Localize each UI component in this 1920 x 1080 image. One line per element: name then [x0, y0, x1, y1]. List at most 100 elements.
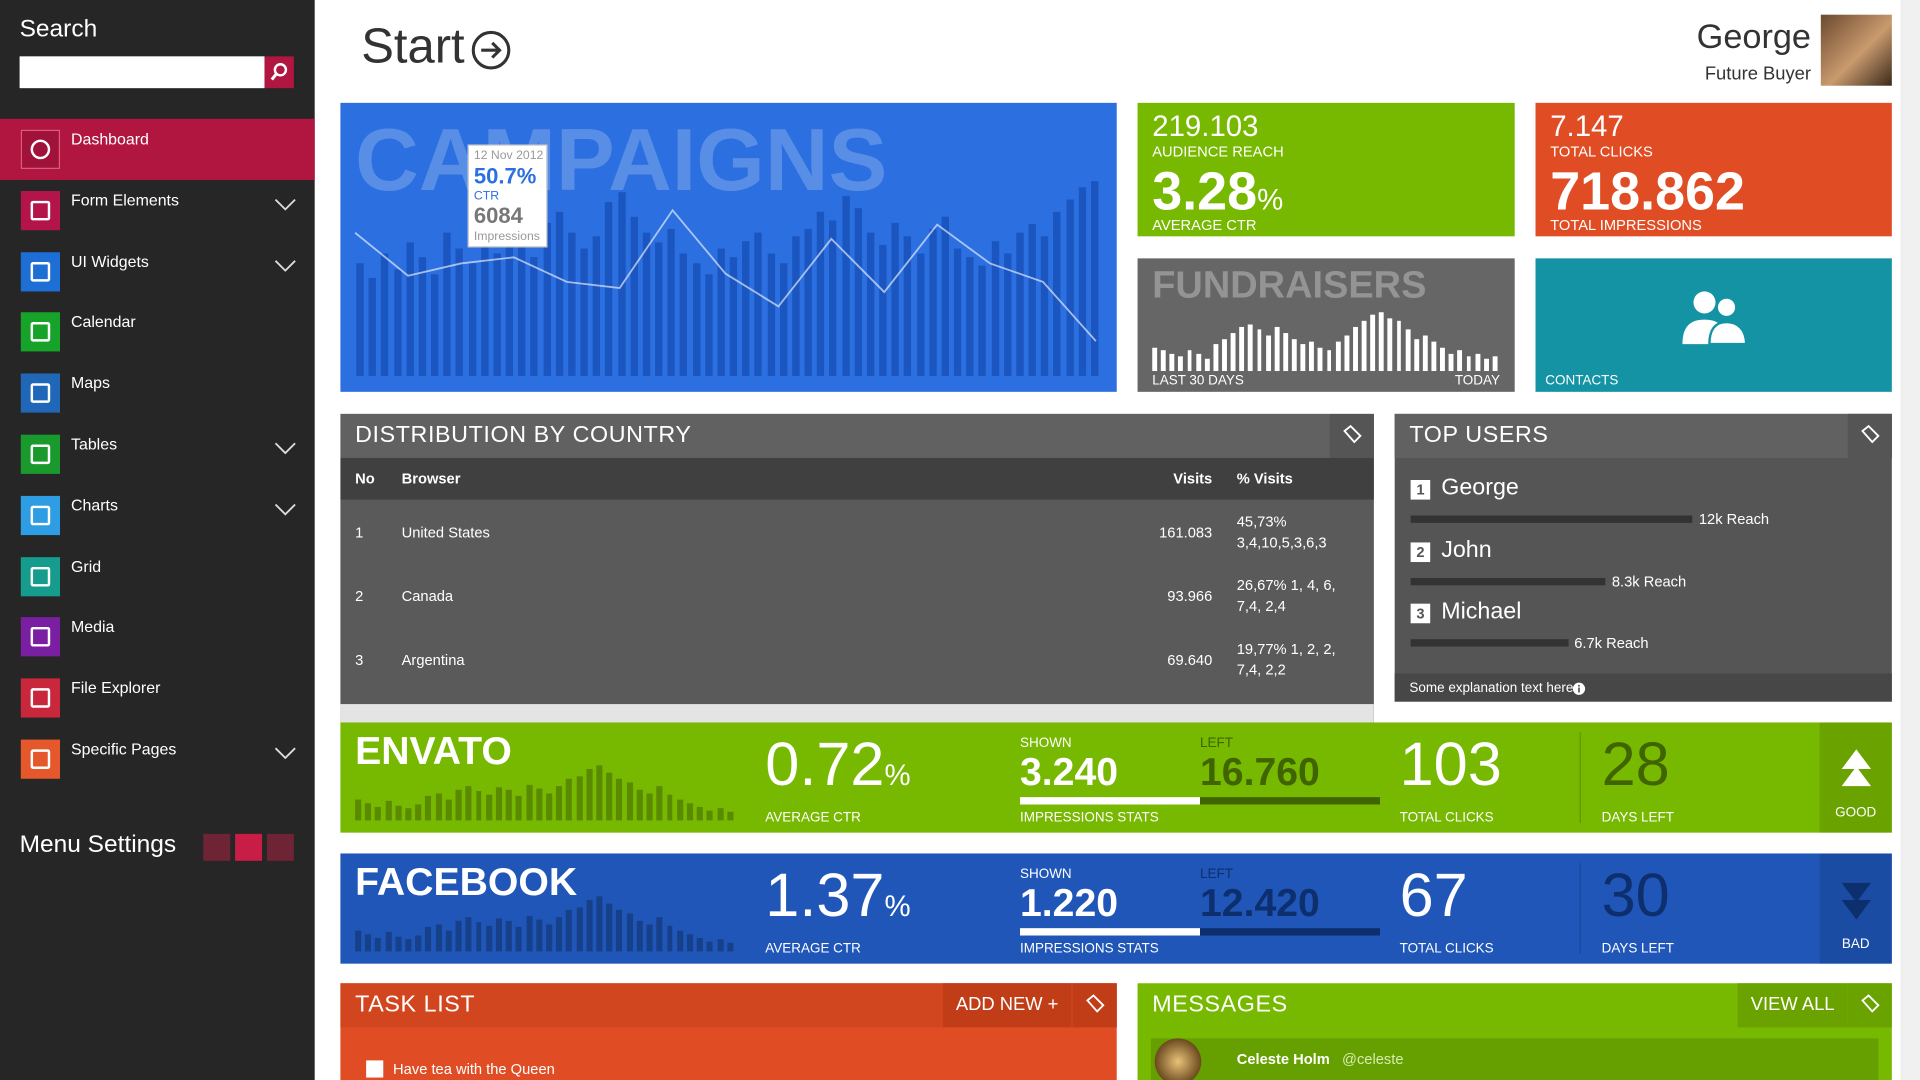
- menu-icon-glyph: [30, 444, 51, 465]
- campaign-bar: [393, 269, 402, 376]
- search-button[interactable]: [264, 56, 294, 89]
- campaign-bar: [928, 228, 937, 376]
- campaign-bar: [916, 253, 924, 376]
- fundraisers-start: LAST 30 DAYS: [1152, 373, 1244, 389]
- search-icon: [270, 63, 288, 81]
- stat-bar: [727, 812, 734, 821]
- menu-item[interactable]: Specific Pages: [0, 729, 315, 790]
- menu-item[interactable]: Grid: [0, 546, 315, 607]
- settings-button[interactable]: [203, 833, 231, 861]
- stat-name: FACEBOOK: [355, 859, 578, 904]
- campaign-bar: [729, 257, 738, 376]
- menu-item[interactable]: Charts: [0, 485, 315, 546]
- fundraiser-bar: [1213, 344, 1219, 372]
- start-icon: [471, 30, 511, 70]
- message-row[interactable]: [1151, 1038, 1879, 1080]
- stat-bar: [566, 779, 573, 821]
- search-input[interactable]: [19, 56, 265, 89]
- task-text: Have tea with the Queen: [393, 1060, 555, 1078]
- campaign-bar: [816, 212, 825, 376]
- days-label: DAYS LEFT: [1601, 810, 1674, 826]
- fundraiser-bar: [1239, 326, 1245, 372]
- campaign-bar: [742, 240, 750, 376]
- stat-bar: [455, 920, 462, 952]
- table-cell: 69.640: [1167, 651, 1213, 669]
- menu-label: Grid: [71, 556, 102, 576]
- stat-bar: [576, 775, 583, 821]
- panel-tag-button[interactable]: [1847, 413, 1892, 458]
- menu-icon-glyph: [30, 627, 51, 648]
- reach-tile[interactable]: 219.103 AUDIENCE REACH 3.28% AVERAGE CTR: [1137, 102, 1515, 237]
- stat-bar: [656, 786, 663, 821]
- panel-tag-button[interactable]: [1329, 413, 1374, 458]
- stat-bar: [405, 939, 412, 952]
- table-header: [340, 457, 1374, 500]
- stat-ctr-label: AVERAGE CTR: [765, 810, 861, 826]
- menu-item[interactable]: UI Widgets: [0, 241, 315, 302]
- add-new-button[interactable]: ADD NEW +: [942, 983, 1072, 1028]
- panel-tag-button[interactable]: [1072, 983, 1117, 1028]
- panel-footer: [1394, 673, 1892, 702]
- campaign-bar: [443, 232, 451, 376]
- clicks-label: TOTAL CLICKS: [1399, 941, 1494, 957]
- stat-ctr-unit: %: [884, 759, 911, 793]
- tooltip-date: 12 Nov 2012: [473, 149, 544, 163]
- stat-bar: [706, 941, 713, 952]
- stat-ctr-number: 0.72: [765, 729, 885, 799]
- top-users-panel: TOP USERS Some explanation text here 1 Ge…: [1394, 413, 1892, 702]
- campaign-bar: [505, 228, 514, 376]
- clicks-value: 103: [1399, 729, 1502, 799]
- menu-item[interactable]: Dashboard: [0, 118, 315, 181]
- campaign-bar: [480, 236, 489, 376]
- user-avatar[interactable]: [1820, 14, 1892, 86]
- stat-bar: [385, 932, 392, 952]
- clicks-tile[interactable]: 7.147 TOTAL CLICKS 718.862 TOTAL IMPRESS…: [1535, 102, 1892, 237]
- campaign-bar: [580, 249, 588, 376]
- fundraiser-bar: [1230, 332, 1236, 372]
- fundraisers-tile[interactable]: FUNDRAISERS LAST 30 DAYS TODAY: [1137, 258, 1515, 392]
- user-reach-bar: [1410, 577, 1606, 585]
- settings-button[interactable]: [266, 833, 294, 861]
- fundraiser-bar: [1204, 359, 1210, 372]
- ctr-number: 3.28: [1152, 161, 1258, 222]
- tag-icon: [1086, 994, 1105, 1013]
- status-box[interactable]: GOOD: [1819, 722, 1892, 833]
- stat-bar: [536, 919, 543, 952]
- menu-icon-glyph: [30, 261, 51, 282]
- stat-bar: [475, 791, 482, 821]
- impressions-label: IMPRESSIONS STATS: [1020, 810, 1159, 826]
- menu-item[interactable]: File Explorer: [0, 668, 315, 729]
- stat-bar: [686, 803, 693, 821]
- settings-button[interactable]: [235, 833, 263, 861]
- campaign-bar: [953, 249, 962, 376]
- stat-bar: [646, 923, 653, 952]
- panel-title: TASK LIST: [355, 991, 476, 1018]
- view-all-button[interactable]: VIEW ALL: [1737, 983, 1848, 1028]
- stat-bar: [415, 803, 422, 821]
- contacts-tile[interactable]: CONTACTS: [1535, 258, 1892, 392]
- progress-shown: [1020, 797, 1201, 805]
- campaign-bar: [592, 236, 601, 376]
- menu-icon: [20, 129, 61, 169]
- menu-item[interactable]: Form Elements: [0, 180, 315, 241]
- menu-item[interactable]: Maps: [0, 363, 315, 424]
- menu-item[interactable]: Media: [0, 607, 315, 668]
- fundraiser-bar: [1222, 338, 1227, 372]
- task-checkbox[interactable]: [366, 1060, 384, 1078]
- stat-bar: [727, 943, 734, 952]
- days-value: 30: [1601, 860, 1670, 930]
- stat-bar: [445, 799, 452, 821]
- stat-bar: [696, 806, 703, 821]
- stat-row: ENVATO 0.72% AVERAGE CTR SHOWN 3.240 LEFT 16.7…: [340, 722, 1892, 833]
- fundraiser-bar: [1256, 329, 1262, 372]
- panel-tag-button[interactable]: [1847, 983, 1892, 1028]
- campaigns-tile[interactable]: CAMPAIGNS 12 Nov 2012 50.7% CTR 6084 Impress…: [340, 102, 1117, 392]
- menu-item[interactable]: Calendar: [0, 302, 315, 363]
- campaign-bar: [1028, 224, 1037, 376]
- menu-item[interactable]: Tables: [0, 424, 315, 485]
- status-box[interactable]: BAD: [1819, 853, 1892, 964]
- stat-bar: [536, 788, 543, 821]
- menu-icon: [20, 373, 61, 413]
- stat-bar: [445, 930, 452, 952]
